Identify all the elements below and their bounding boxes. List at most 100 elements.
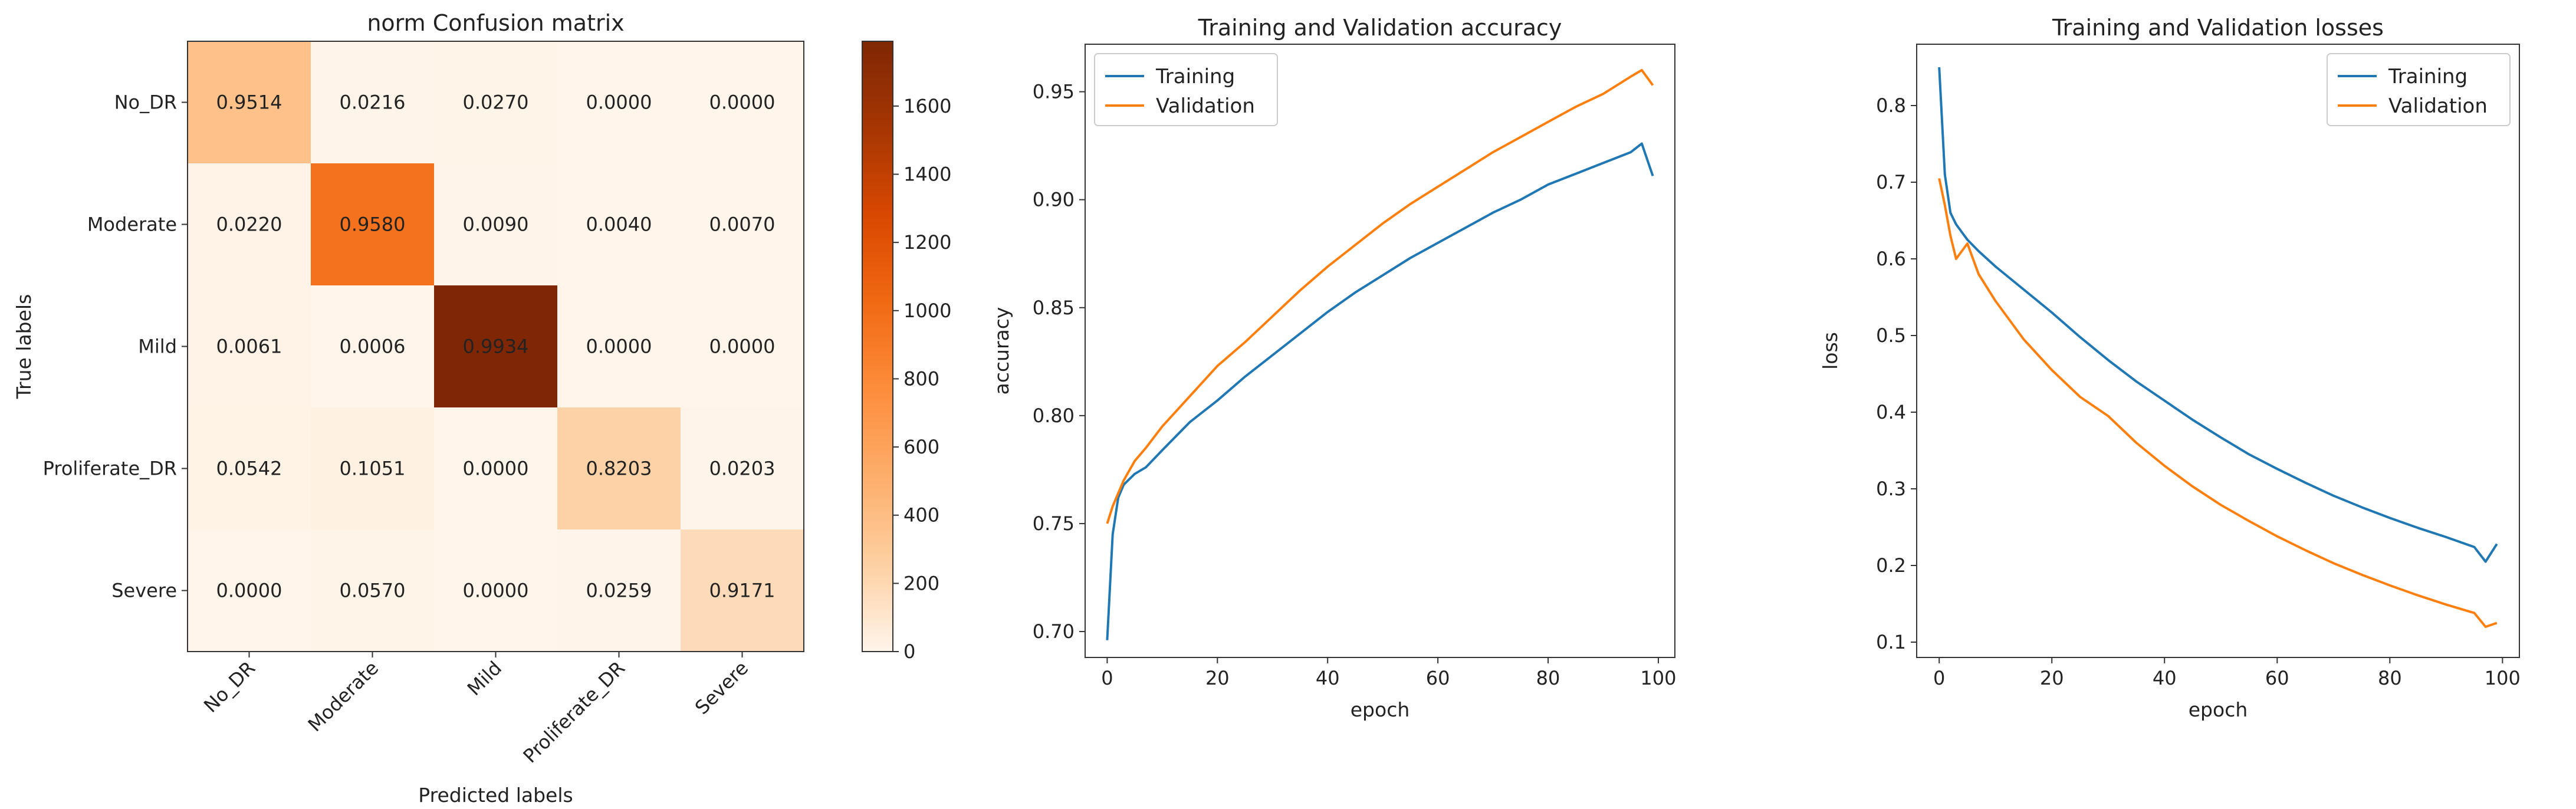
colorbar-tick-label: 400 xyxy=(903,504,939,527)
series-line-validation xyxy=(1106,68,1654,524)
cell-value: 0.0070 xyxy=(709,213,776,236)
heatmap-cell xyxy=(311,285,434,407)
cell-value: 0.1051 xyxy=(340,458,406,480)
x-tick-label: 80 xyxy=(2378,667,2402,689)
cell-value: 0.0000 xyxy=(216,580,282,602)
x-tick-label: 40 xyxy=(1316,667,1340,689)
heatmap-cell xyxy=(188,407,311,530)
y-tick-label: 0.75 xyxy=(1033,512,1075,535)
heatmap-cell xyxy=(311,407,434,530)
heatmap-cell xyxy=(434,41,557,163)
legend-label-training: Training xyxy=(1155,65,1235,88)
cell-value: 0.0000 xyxy=(709,91,776,114)
heatmap-cell xyxy=(434,163,557,285)
x-tick-label: 60 xyxy=(2265,667,2289,689)
cell-value: 0.0542 xyxy=(216,458,282,480)
y-tick-label: 0.90 xyxy=(1033,189,1075,211)
cell-value: 0.0040 xyxy=(586,213,652,236)
heatmap-cell xyxy=(681,530,804,652)
heatmap-cell xyxy=(557,407,681,530)
x-axis-label: epoch xyxy=(1351,698,1410,721)
y-tick-label: 0.85 xyxy=(1033,297,1075,319)
cell-value: 0.0000 xyxy=(586,336,652,358)
x-axis-label: Predicted labels xyxy=(418,784,573,807)
plot-frame xyxy=(1916,44,2520,658)
cell-value: 0.0270 xyxy=(463,91,529,114)
cell-value: 0.0006 xyxy=(340,336,406,358)
loss-chart: Training and Validation losses 0 20 40 60 80 1… xyxy=(1819,15,2521,721)
heatmap-cell xyxy=(557,163,681,285)
cell-value: 0.9514 xyxy=(216,91,282,114)
y-tick-label: 0.5 xyxy=(1876,324,1906,347)
cell-value: 0.0203 xyxy=(709,458,776,480)
cell-value: 0.0220 xyxy=(216,213,282,236)
heatmap-cell xyxy=(434,285,557,407)
y-tick-label: 0.4 xyxy=(1876,401,1906,423)
heatmap-cell xyxy=(557,530,681,652)
confusion-matrix-panel: norm Confusion matrix 0.9514 0.0216 0.0270 0… xyxy=(0,0,849,809)
cell-value: 0.0570 xyxy=(340,580,406,602)
chart-title: Training and Validation accuracy xyxy=(1198,15,1562,41)
legend-label-validation: Validation xyxy=(2388,94,2488,118)
heatmap-cell xyxy=(188,163,311,285)
series-line-training xyxy=(1106,142,1654,640)
heatmap-cell xyxy=(311,41,434,163)
y-axis-label: True labels xyxy=(12,294,35,400)
series-line-validation xyxy=(1938,178,2498,628)
y-axis-label: loss xyxy=(1819,332,1842,370)
x-tick-label: Severe xyxy=(691,657,753,719)
cell-value: 0.0259 xyxy=(586,580,652,602)
x-tick-label: Mild xyxy=(463,657,506,700)
y-tick-label: 0.3 xyxy=(1876,478,1906,500)
heatmap-cell xyxy=(681,163,804,285)
heatmap-cell xyxy=(681,407,804,530)
y-tick-label: 0.7 xyxy=(1876,171,1906,193)
colorbar-tick-label: 1400 xyxy=(903,163,951,186)
cell-value: 0.0216 xyxy=(340,91,406,114)
x-tick-label: 60 xyxy=(1426,667,1450,689)
y-tick-label: 0.95 xyxy=(1033,81,1075,103)
colorbar-tick-label: 1600 xyxy=(903,95,951,117)
x-tick-label: 40 xyxy=(2153,667,2177,689)
x-axis-label: epoch xyxy=(2189,698,2248,721)
x-tick-label: 100 xyxy=(2485,667,2521,689)
heatmap-cell xyxy=(434,407,557,530)
loss-panel: Training and Validation losses 0 20 40 60 80 1… xyxy=(1716,0,2576,809)
cell-value: 0.9580 xyxy=(340,213,406,236)
y-axis-label: accuracy xyxy=(990,307,1013,395)
heatmap-cell xyxy=(557,285,681,407)
legend-label-validation: Validation xyxy=(1156,94,1255,118)
heatmap-cell xyxy=(311,530,434,652)
cell-value: 0.0000 xyxy=(463,580,529,602)
heatmap-cell xyxy=(188,530,311,652)
cell-value: 0.0061 xyxy=(216,336,282,358)
heatmap-cell xyxy=(188,41,311,163)
chart-title: Training and Validation losses xyxy=(2052,15,2384,41)
cell-value: 0.8203 xyxy=(586,458,652,480)
legend-box xyxy=(1094,53,1278,126)
x-tick-label: 0 xyxy=(1101,667,1113,689)
y-tick-label: 0.2 xyxy=(1876,554,1906,577)
y-tick-label: Mild xyxy=(138,336,177,358)
plot-frame xyxy=(1085,44,1675,658)
colorbar-tick-label: 1000 xyxy=(903,300,951,322)
heatmap-cell xyxy=(557,41,681,163)
cell-value: 0.0000 xyxy=(463,458,529,480)
y-tick-label: 0.6 xyxy=(1876,248,1906,270)
y-tick-label: 0.8 xyxy=(1876,94,1906,117)
y-tick-label: Severe xyxy=(111,580,177,602)
accuracy-panel: 0 200 400 600 800 1000 1200 1400 1600 Training an… xyxy=(849,0,1716,809)
chart-title: norm Confusion matrix xyxy=(367,10,624,36)
cell-value: 0.9171 xyxy=(709,580,776,602)
y-tick-label: Moderate xyxy=(87,213,177,236)
colorbar-tick-label: 200 xyxy=(903,572,939,594)
legend-box xyxy=(2327,53,2511,126)
x-tick-label: Moderate xyxy=(304,657,383,736)
x-tick-label: 100 xyxy=(1640,667,1676,689)
heatmap-cell xyxy=(681,285,804,407)
x-tick-label: 0 xyxy=(1933,667,1945,689)
cell-value: 0.9934 xyxy=(463,336,529,358)
colorbar-tick-label: 0 xyxy=(903,640,915,663)
y-tick-label: Proliferate_DR xyxy=(43,458,177,480)
